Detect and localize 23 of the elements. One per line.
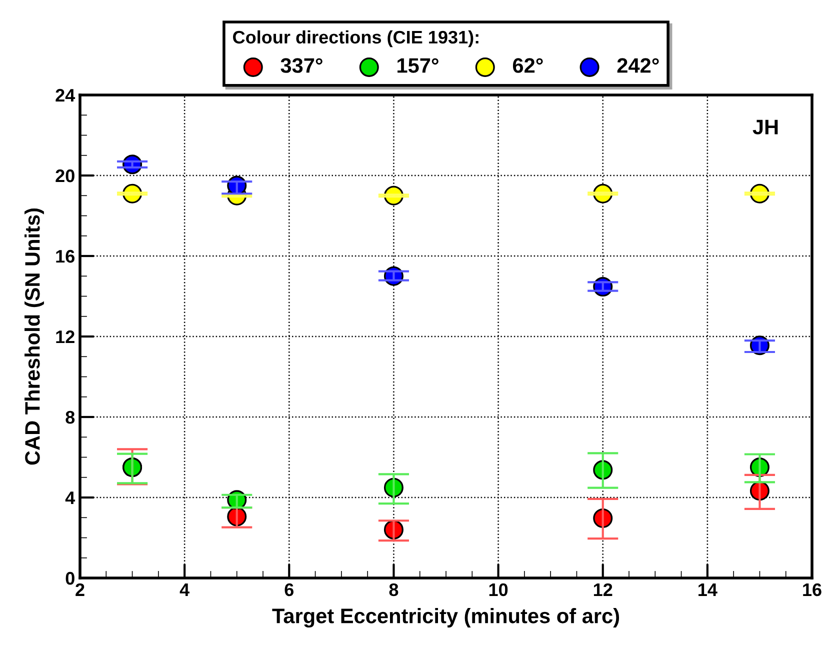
y-tick-label: 0	[66, 572, 74, 585]
legend-label: 242°	[617, 58, 659, 73]
y-tick-label: 16	[56, 250, 74, 263]
y-tick-label: 24	[56, 88, 76, 102]
annotation: JH	[752, 120, 778, 134]
x-tick-label: 6	[284, 583, 294, 596]
x-tick-label: 14	[698, 584, 718, 596]
legend-label: 62°	[512, 58, 543, 73]
x-tick-label: 12	[594, 583, 612, 596]
y-axis-title: CAD Threshold (SN Units)	[24, 208, 44, 465]
x-tick-label: 16	[803, 583, 822, 596]
legend-title: Colour directions (CIE 1931):	[233, 30, 478, 48]
y-tick-label: 8	[66, 410, 75, 424]
x-tick-label: 4	[180, 584, 190, 596]
legend-label: 157°	[398, 58, 438, 73]
x-tick-label: 10	[489, 583, 508, 596]
legend-label: 337°	[280, 58, 322, 73]
y-tick-label: 4	[65, 492, 76, 504]
x-tick-label: 2	[76, 583, 84, 596]
y-tick-label: 12	[56, 330, 74, 344]
x-tick-label: 8	[389, 583, 398, 596]
x-axis-title: Target Eccentricity (minutes of arc)	[272, 608, 620, 628]
y-tick-label: 20	[56, 169, 74, 182]
